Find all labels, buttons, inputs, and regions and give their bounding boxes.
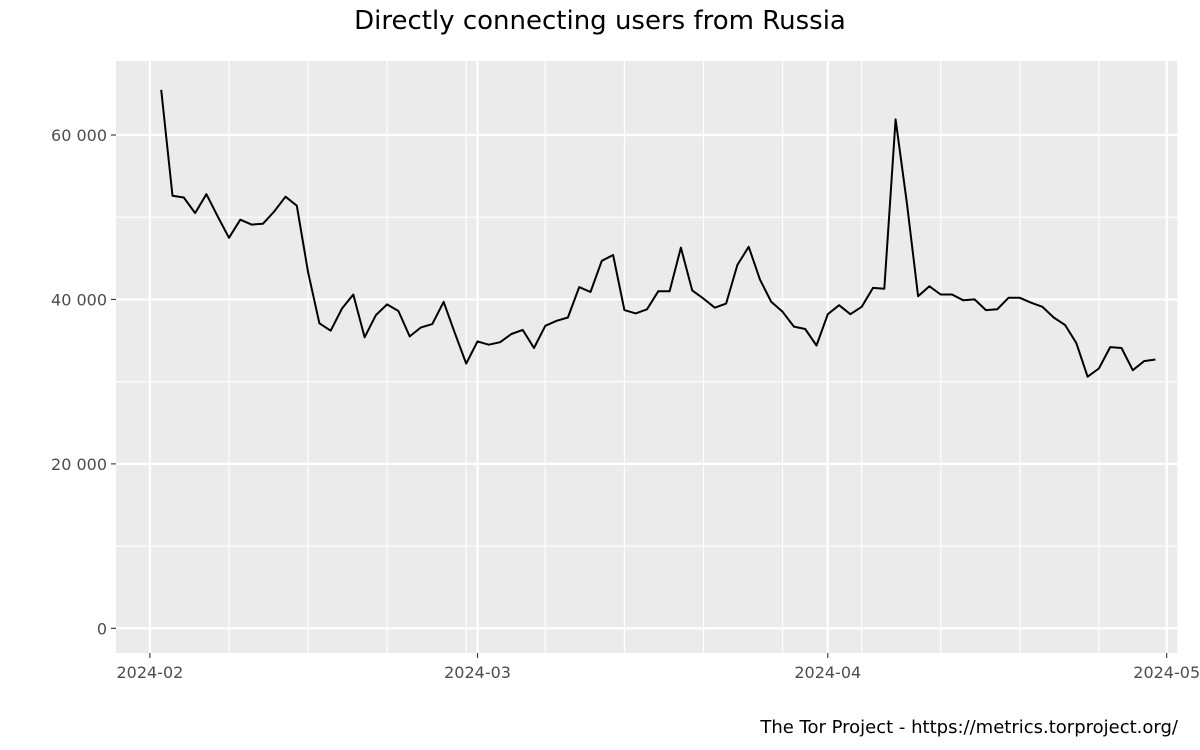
axes-layer: 0 20 000 40 000 60 000 2024-02 2024-03 2024-04… <box>51 126 1200 682</box>
chart-title: Directly connecting users from Russia <box>354 6 846 36</box>
series-layer <box>160 89 1156 378</box>
minor-gridlines <box>116 61 1179 653</box>
x-tick-label: 2024-03 <box>444 663 511 682</box>
y-tick-label: 60 000 <box>51 126 107 145</box>
x-tick-label: 2024-02 <box>116 663 183 682</box>
source-caption: The Tor Project - https://metrics.torpro… <box>760 717 1178 738</box>
y-tick-label: 0 <box>97 619 107 638</box>
x-tick-label: 2024-04 <box>794 663 861 682</box>
plot-panel <box>116 61 1178 653</box>
series-line <box>160 89 1156 378</box>
x-tick-label: 2024-05 <box>1133 663 1200 682</box>
y-tick-label: 40 000 <box>51 290 107 309</box>
major-gridlines <box>116 61 1178 653</box>
y-tick-label: 20 000 <box>51 455 107 474</box>
